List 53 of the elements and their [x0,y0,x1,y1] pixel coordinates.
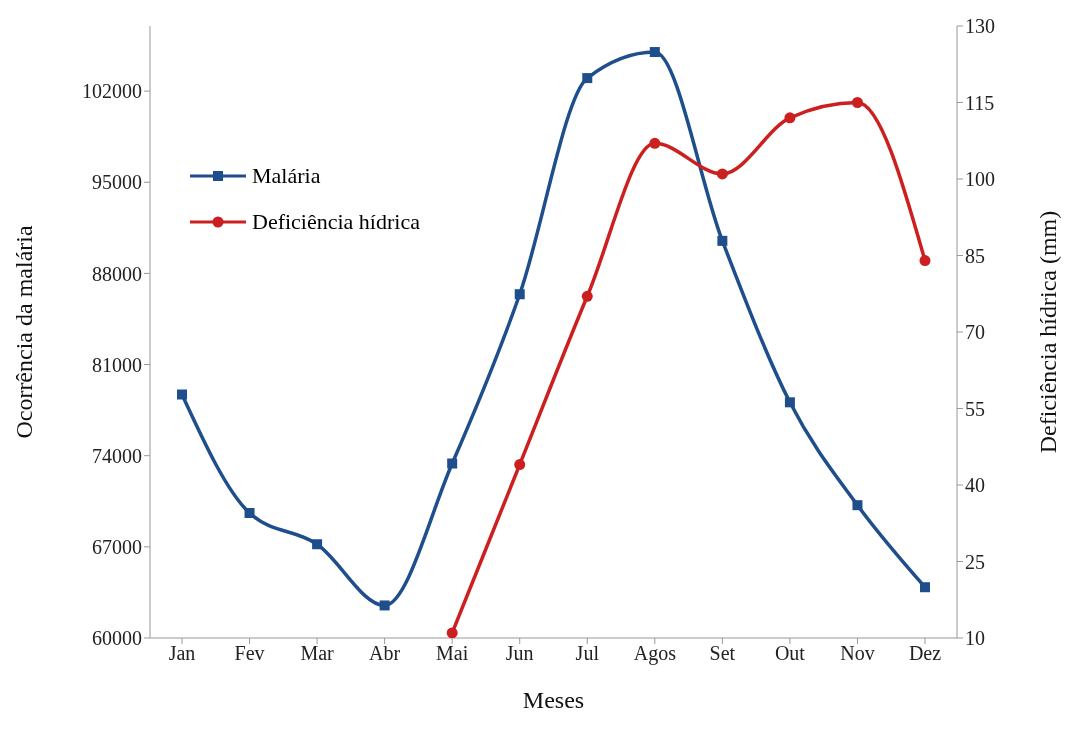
x-tick-label: Nov [840,642,875,665]
point [177,389,187,400]
point [920,582,930,593]
point [312,539,323,550]
x-tick-label: Mai [436,642,469,665]
legend-label: Malária [252,162,321,190]
y2-tick-label: 25 [965,550,985,573]
x-tick-label: Jun [505,642,534,665]
y-tick-label: 74000 [92,444,142,467]
y2-tick-label: 70 [965,321,985,344]
point [852,500,863,511]
legend-label: Deficiência hídrica [252,208,420,236]
y2-tick-label: 55 [965,397,985,420]
y-axis-title: Ocorrência da malária [10,225,37,439]
y-tick-label: 81000 [92,353,142,376]
y2-tick-label: 85 [965,244,985,267]
x-tick-label: Fev [234,642,265,665]
x-tick-label: Jan [168,642,196,665]
point [784,112,796,124]
x-tick-label: Out [774,642,806,665]
y2-tick-label: 130 [965,15,995,38]
point [716,168,728,180]
x-tick-label: Set [709,642,736,665]
y-tick-label: 67000 [92,535,142,558]
x-tick-label: Jul [575,642,600,665]
x-tick-label: Agos [633,642,677,666]
point [379,600,390,611]
point [447,458,458,469]
point [649,47,660,58]
point [514,459,526,471]
point [649,137,661,149]
point [244,508,255,518]
point [446,627,458,638]
point [582,73,593,84]
y2-axis-title: Deficiência hídrica (mm) [1034,210,1061,454]
y2-tick-label: 40 [965,474,985,497]
point [514,289,525,300]
x-tick-label: Abr [369,642,401,665]
y2-tick-label: 100 [965,168,995,191]
y2-tick-label: 10 [965,627,985,650]
x-tick-label: Dez [908,642,942,665]
point [717,235,728,246]
x-tick-label: Mar [300,642,335,665]
y2-tick-label: 115 [965,91,995,114]
y-tick-label: 95000 [92,171,142,194]
point [919,255,931,267]
x-axis-title: Meses [522,687,585,713]
y-tick-label: 102000 [82,80,142,103]
y-tick-label: 88000 [92,262,142,285]
y-tick-label: 60000 [92,627,142,650]
point [851,97,863,108]
point [784,397,795,408]
point [581,290,593,302]
